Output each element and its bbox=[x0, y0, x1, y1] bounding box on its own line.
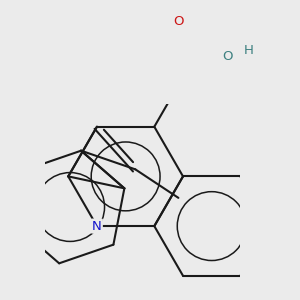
Text: N: N bbox=[92, 220, 102, 232]
Text: O: O bbox=[173, 15, 184, 28]
Text: H: H bbox=[244, 44, 254, 57]
Text: O: O bbox=[222, 50, 232, 63]
